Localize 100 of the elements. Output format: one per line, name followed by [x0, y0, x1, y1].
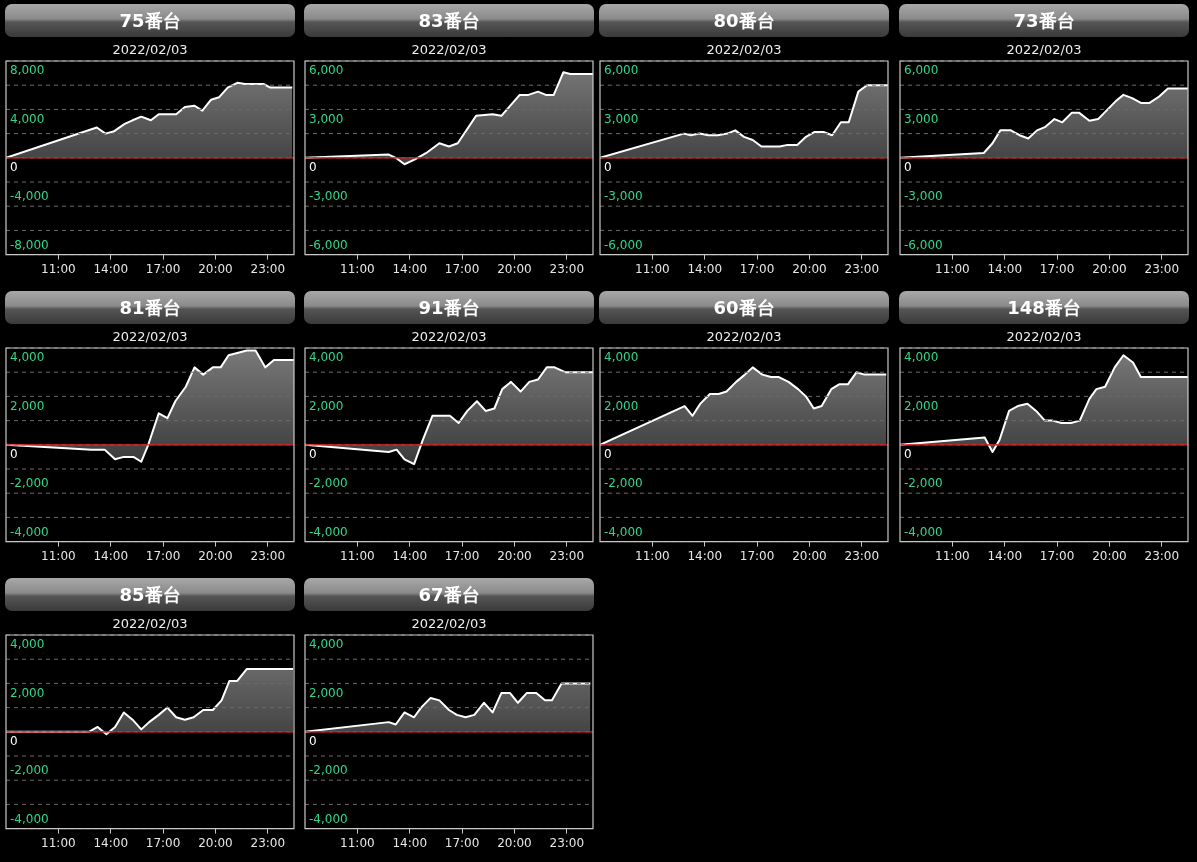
- y-tick-label: -6,000: [904, 237, 943, 252]
- x-tick-label: 23:00: [250, 835, 286, 850]
- y-tick-label: -2,000: [309, 763, 348, 778]
- x-tick-label: 17:00: [444, 548, 480, 563]
- chart-title: 73番台: [899, 4, 1189, 37]
- y-tick-label: 4,000: [904, 350, 939, 365]
- chart-title: 85番台: [5, 578, 295, 611]
- chart-title: 67番台: [304, 578, 594, 611]
- y-tick-label: 3,000: [604, 111, 639, 126]
- y-tick-label: -6,000: [604, 237, 643, 252]
- x-tick-label: 11:00: [635, 548, 670, 563]
- y-tick-label: -3,000: [604, 189, 643, 204]
- y-tick-label: 2,000: [904, 398, 939, 413]
- chart-title: 75番台: [5, 4, 295, 37]
- y-tick-label: 0: [10, 733, 18, 748]
- x-tick-label: 14:00: [93, 835, 129, 850]
- x-tick-label: 11:00: [41, 835, 76, 850]
- x-tick-label: 20:00: [792, 548, 827, 563]
- y-tick-label: 2,000: [10, 398, 45, 413]
- y-tick-label: -4,000: [10, 189, 49, 204]
- x-tick-label: 11:00: [635, 261, 670, 276]
- y-tick-label: 6,000: [904, 63, 939, 78]
- chart-title: 83番台: [304, 4, 594, 37]
- chart-subtitle: 2022/02/03: [705, 42, 783, 57]
- chart-subtitle: 2022/02/03: [1005, 329, 1083, 344]
- y-tick-label: 2,000: [309, 685, 344, 700]
- x-tick-label: 23:00: [250, 548, 286, 563]
- x-tick-label: 20:00: [1092, 548, 1127, 563]
- x-tick-label: 17:00: [444, 261, 480, 276]
- chart-subtitle: 2022/02/03: [705, 329, 783, 344]
- y-tick-label: 0: [604, 446, 612, 461]
- y-tick-label: 3,000: [309, 111, 344, 126]
- x-tick-label: 20:00: [198, 835, 233, 850]
- y-tick-label: 4,000: [309, 637, 344, 652]
- y-tick-label: 0: [10, 159, 18, 174]
- x-tick-label: 11:00: [41, 548, 76, 563]
- y-tick-label: 4,000: [10, 111, 45, 126]
- x-tick-label: 23:00: [844, 261, 880, 276]
- y-tick-label: 4,000: [10, 350, 45, 365]
- x-tick-label: 11:00: [41, 261, 76, 276]
- y-tick-label: -3,000: [904, 189, 943, 204]
- x-tick-label: 14:00: [687, 261, 723, 276]
- x-tick-label: 11:00: [935, 261, 970, 276]
- chart-title: 148番台: [899, 291, 1189, 324]
- x-tick-label: 17:00: [444, 835, 480, 850]
- chart-title: 60番台: [599, 291, 889, 324]
- y-tick-label: 0: [604, 159, 612, 174]
- x-tick-label: 17:00: [145, 548, 181, 563]
- y-tick-label: 0: [904, 446, 912, 461]
- y-tick-label: -4,000: [10, 524, 49, 539]
- y-tick-label: 6,000: [604, 63, 639, 78]
- x-tick-label: 14:00: [392, 261, 428, 276]
- x-tick-label: 14:00: [93, 261, 129, 276]
- y-tick-label: 0: [904, 159, 912, 174]
- y-tick-label: 0: [309, 159, 317, 174]
- x-tick-label: 17:00: [145, 261, 181, 276]
- x-tick-label: 14:00: [392, 548, 428, 563]
- x-tick-label: 23:00: [1144, 261, 1180, 276]
- chart-subtitle: 2022/02/03: [111, 42, 189, 57]
- x-tick-label: 11:00: [340, 835, 375, 850]
- y-tick-label: -2,000: [309, 476, 348, 491]
- x-tick-label: 17:00: [1039, 261, 1075, 276]
- y-tick-label: 2,000: [604, 398, 639, 413]
- y-tick-label: 4,000: [604, 350, 639, 365]
- chart-subtitle: 2022/02/03: [111, 329, 189, 344]
- y-tick-label: 0: [309, 733, 317, 748]
- y-tick-label: -8,000: [10, 237, 49, 252]
- x-tick-label: 14:00: [987, 548, 1023, 563]
- x-tick-label: 17:00: [739, 261, 775, 276]
- x-tick-label: 14:00: [392, 835, 428, 850]
- chart-subtitle: 2022/02/03: [410, 329, 488, 344]
- y-tick-label: -4,000: [604, 524, 643, 539]
- y-tick-label: 6,000: [309, 63, 344, 78]
- y-tick-label: -4,000: [309, 524, 348, 539]
- x-tick-label: 14:00: [687, 548, 723, 563]
- x-tick-label: 17:00: [739, 548, 775, 563]
- y-tick-label: -2,000: [10, 763, 49, 778]
- x-tick-label: 20:00: [792, 261, 827, 276]
- y-tick-label: 2,000: [309, 398, 344, 413]
- y-tick-label: -4,000: [10, 811, 49, 826]
- x-tick-label: 23:00: [549, 835, 585, 850]
- x-tick-label: 20:00: [198, 261, 233, 276]
- x-tick-label: 20:00: [497, 835, 532, 850]
- y-tick-label: 2,000: [10, 685, 45, 700]
- chart-title: 81番台: [5, 291, 295, 324]
- x-tick-label: 14:00: [93, 548, 129, 563]
- chart-title: 91番台: [304, 291, 594, 324]
- chart-subtitle: 2022/02/03: [410, 42, 488, 57]
- y-tick-label: 0: [309, 446, 317, 461]
- y-tick-label: 4,000: [10, 637, 45, 652]
- y-tick-label: -2,000: [10, 476, 49, 491]
- y-tick-label: -6,000: [309, 237, 348, 252]
- y-tick-label: -4,000: [904, 524, 943, 539]
- x-tick-label: 23:00: [844, 548, 880, 563]
- x-tick-label: 11:00: [340, 548, 375, 563]
- y-tick-label: 8,000: [10, 63, 45, 78]
- y-tick-label: 4,000: [309, 350, 344, 365]
- x-tick-label: 23:00: [549, 548, 585, 563]
- x-tick-label: 20:00: [198, 548, 233, 563]
- x-tick-label: 23:00: [1144, 548, 1180, 563]
